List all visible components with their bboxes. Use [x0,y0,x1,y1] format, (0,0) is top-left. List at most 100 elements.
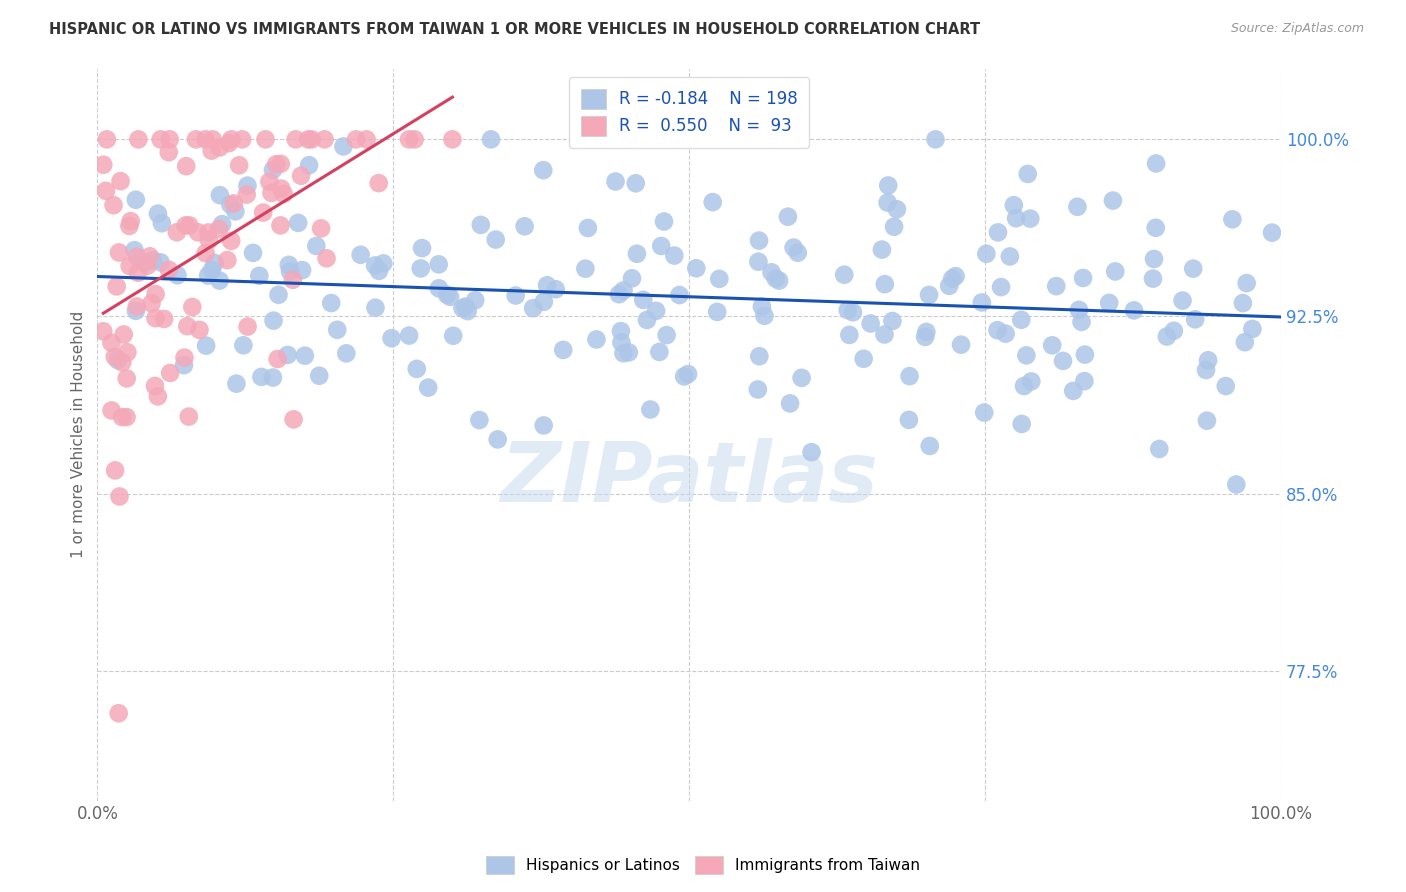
Point [224,204,246,219]
Point [404,132,426,146]
Point [118,259,141,273]
Point [1156,329,1178,343]
Point [544,282,567,296]
Point [125,193,148,207]
Point [96,132,118,146]
Point [297,132,319,146]
Point [702,195,724,210]
Point [197,226,219,240]
Point [1123,303,1146,318]
Point [533,418,555,433]
Point [308,368,330,383]
Point [314,132,336,146]
Point [91,158,114,172]
Point [1142,271,1164,285]
Point [439,290,461,304]
Point [149,132,172,146]
Point [748,234,770,248]
Point [127,266,149,280]
Point [219,234,242,248]
Point [111,355,134,369]
Point [612,284,634,298]
Point [747,383,769,397]
Point [181,300,204,314]
Point [145,287,167,301]
Point [709,272,731,286]
Point [877,178,900,193]
Point [176,319,198,334]
Point [1011,417,1033,431]
Point [1067,302,1090,317]
Point [1010,313,1032,327]
Point [252,205,274,219]
Point [976,246,998,260]
Point [1184,312,1206,326]
Point [217,253,239,268]
Point [1143,252,1166,266]
Point [617,345,640,359]
Point [364,301,387,315]
Point [1195,363,1218,377]
Point [194,132,217,146]
Point [187,225,209,239]
Point [315,252,337,266]
Point [349,248,371,262]
Point [222,196,245,211]
Point [685,261,707,276]
Point [938,278,960,293]
Point [228,158,250,172]
Point [1019,211,1042,226]
Point [298,158,321,172]
Point [838,327,860,342]
Point [236,178,259,193]
Point [1215,379,1237,393]
Point [605,174,627,188]
Point [166,268,188,283]
Legend: Hispanics or Latinos, Immigrants from Taiwan: Hispanics or Latinos, Immigrants from Ta… [479,850,927,880]
Point [882,314,904,328]
Point [117,345,139,359]
Point [124,244,146,258]
Point [149,255,172,269]
Point [522,301,544,315]
Point [873,327,896,342]
Point [91,324,114,338]
Point [626,246,648,260]
Point [107,706,129,721]
Point [218,136,240,150]
Point [1144,220,1167,235]
Point [290,169,312,183]
Y-axis label: 1 or more Vehicles in Household: 1 or more Vehicles in Household [72,311,86,558]
Point [267,287,290,301]
Point [332,139,354,153]
Point [610,324,633,338]
Point [918,439,941,453]
Point [1052,354,1074,368]
Point [104,350,127,364]
Point [1012,379,1035,393]
Point [987,226,1010,240]
Point [1102,194,1125,208]
Point [1002,198,1025,212]
Point [852,351,875,366]
Point [373,256,395,270]
Point [633,293,655,307]
Point [201,263,224,277]
Point [221,132,243,146]
Point [411,241,433,255]
Point [277,348,299,362]
Point [250,370,273,384]
Point [201,144,224,158]
Point [173,351,195,365]
Point [418,381,440,395]
Point [367,176,389,190]
Point [264,157,287,171]
Point [260,186,283,200]
Point [283,412,305,426]
Point [104,463,127,477]
Point [294,349,316,363]
Point [259,175,281,189]
Point [765,271,787,285]
Point [120,214,142,228]
Point [105,279,128,293]
